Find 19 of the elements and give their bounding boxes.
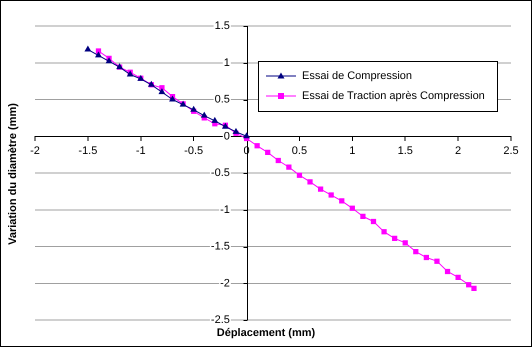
x-tick-label: -1: [136, 144, 146, 157]
x-tick-label: 0.5: [292, 144, 308, 157]
y-tick-label: 1.5: [214, 20, 230, 32]
y-tick-label: -1.5: [210, 240, 230, 253]
legend-label: Essai de Traction après Compression: [302, 90, 485, 102]
y-tick-label: -2: [220, 277, 230, 290]
y-tick-label: -0.5: [210, 167, 230, 180]
x-axis-title: Déplacement (mm): [216, 327, 316, 339]
y-axis-title: Variation du diamètre (mm): [7, 103, 19, 245]
x-tick-label: 2.5: [503, 144, 519, 157]
y-tick-label: -1: [220, 204, 230, 216]
y-tick-label: -2.5: [210, 314, 230, 326]
x-tick-label: 2: [455, 144, 462, 157]
legend-label: Essai de Compression: [302, 70, 412, 82]
x-tick-label: -2: [30, 144, 40, 157]
x-tick-label: 1.5: [398, 144, 413, 157]
x-tick-label: -0.5: [184, 144, 204, 157]
x-tick-label: 1: [349, 144, 356, 157]
x-tick-label: -1.5: [78, 144, 98, 157]
